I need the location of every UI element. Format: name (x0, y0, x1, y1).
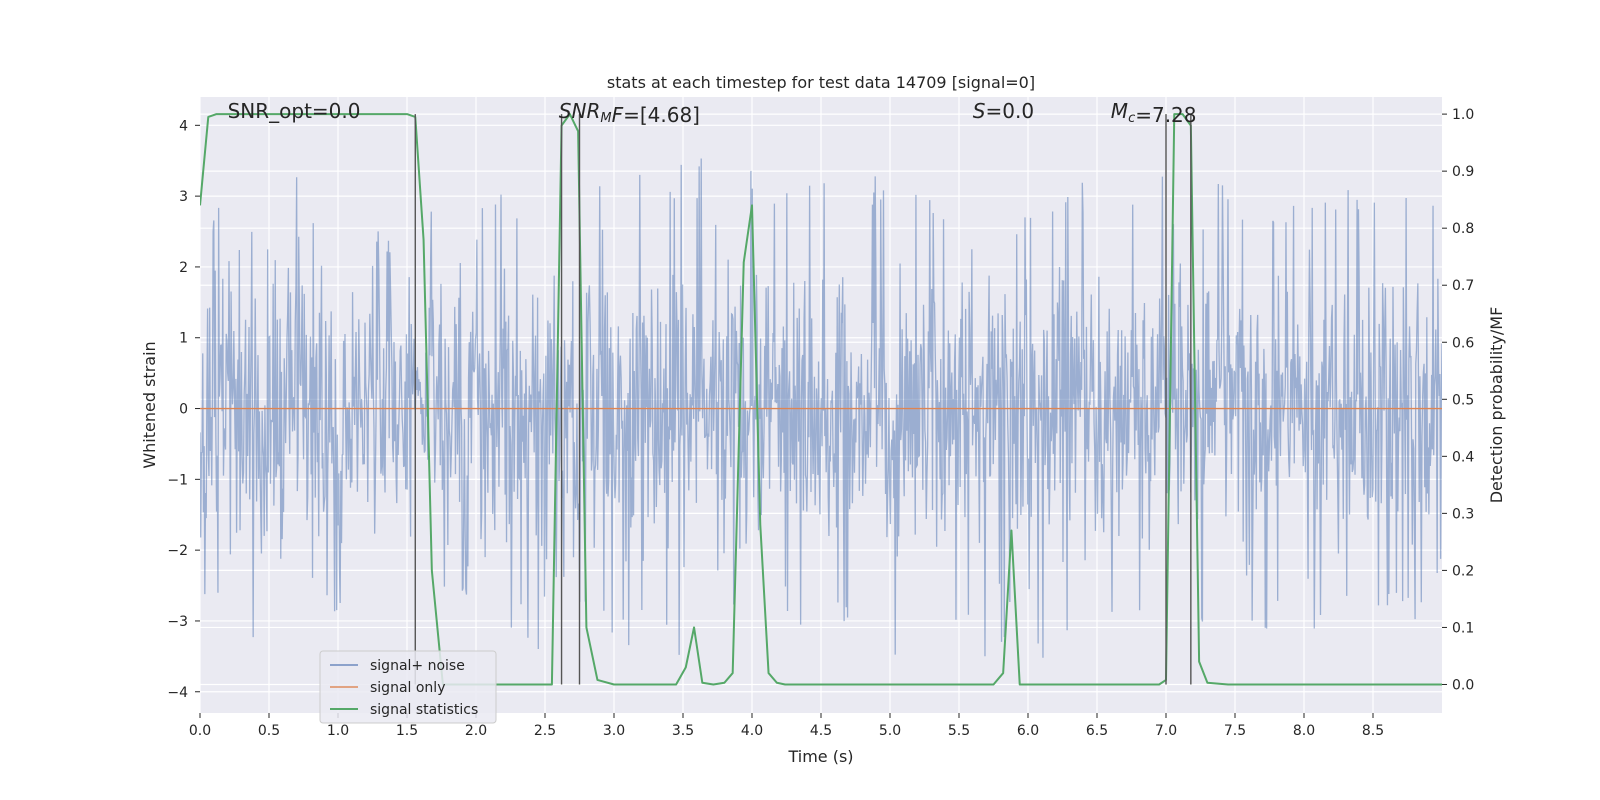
legend-item-signal-only: signal only (330, 680, 445, 696)
legend: signal+ noise signal only signal statistic… (319, 650, 497, 724)
y-tick-label: 0 (179, 402, 188, 418)
annotation-text: SNR_opt=0.0 (228, 99, 361, 123)
y-right-tick-label: 0.6 (1452, 335, 1474, 351)
x-tick-label: 4.5 (810, 723, 832, 739)
y-right-tick-label: 0.9 (1452, 164, 1474, 180)
x-tick-label: 7.0 (1155, 723, 1177, 739)
x-tick-label: 1.5 (396, 723, 418, 739)
x-axis-label: Time (s) (787, 747, 853, 766)
y-right-tick-label: 0.7 (1452, 278, 1474, 294)
x-tick-label: 2.5 (534, 723, 556, 739)
legend-item-signal-noise: signal+ noise (330, 658, 465, 674)
annotation-text: S=0.0 (973, 99, 1034, 123)
y-tick-label: −3 (167, 614, 188, 630)
x-tick-label: 3.0 (603, 723, 625, 739)
y-right-tick-label: 0.0 (1452, 677, 1474, 693)
y-right-tick-label: 0.3 (1452, 506, 1474, 522)
x-tick-label: 2.0 (465, 723, 487, 739)
y-right-tick-label: 0.5 (1452, 392, 1474, 408)
y-right-tick-label: 0.4 (1452, 449, 1474, 465)
y-axis-label: Whitened strain (140, 341, 159, 468)
series-line-signal-noise (200, 158, 1442, 658)
chart-title: stats at each timestep for test data 147… (607, 73, 1035, 92)
annotation-text: SNRMF=[4.68] (559, 99, 700, 127)
x-tick-label: 0.0 (189, 723, 211, 739)
legend-label: signal only (370, 680, 445, 696)
y-tick-label: −4 (167, 685, 188, 701)
annotations: SNR_opt=0.0 SNRMF=[4.68] S=0.0 Mc=7.28 (228, 99, 1197, 127)
y-right-tick-label: 1.0 (1452, 107, 1474, 123)
legend-item-signal-statistics: signal statistics (330, 702, 478, 718)
x-tick-label: 8.5 (1362, 723, 1384, 739)
legend-box (319, 650, 497, 724)
y-tick-label: 4 (179, 118, 188, 134)
y-tick-label: 3 (179, 189, 188, 205)
x-tick-label: 6.0 (1017, 723, 1039, 739)
x-tick-label: 0.5 (258, 723, 280, 739)
y-tick-label: −1 (167, 472, 188, 488)
y-axis-label-right: Detection probability/MF (1487, 307, 1506, 504)
vertical-markers (414, 114, 1192, 685)
y-right-tick-label: 0.1 (1452, 620, 1474, 636)
x-tick-label: 1.0 (327, 723, 349, 739)
x-tick-label: 7.5 (1224, 723, 1246, 739)
y-right-tick-label: 0.8 (1452, 221, 1474, 237)
y-tick-label: 2 (179, 260, 188, 276)
series-signal-noise (200, 158, 1442, 658)
y-tick-label: −2 (167, 543, 188, 559)
x-tick-label: 8.0 (1293, 723, 1315, 739)
x-tick-label: 6.5 (1086, 723, 1108, 739)
y-right-tick-label: 0.2 (1452, 563, 1474, 579)
axis-ticks: 0.0 0.5 1.0 1.5 2.0 2.5 3.0 3.5 4.0 4.5 5.0 5.5 6.0 6… (167, 107, 1474, 739)
legend-label: signal statistics (370, 702, 478, 718)
x-tick-label: 5.5 (948, 723, 970, 739)
x-tick-label: 3.5 (672, 723, 694, 739)
y-tick-label: 1 (179, 331, 188, 347)
x-tick-label: 5.0 (879, 723, 901, 739)
legend-label: signal+ noise (370, 658, 465, 674)
x-tick-label: 4.0 (741, 723, 763, 739)
annotation-text: Mc=7.28 (1111, 99, 1197, 127)
